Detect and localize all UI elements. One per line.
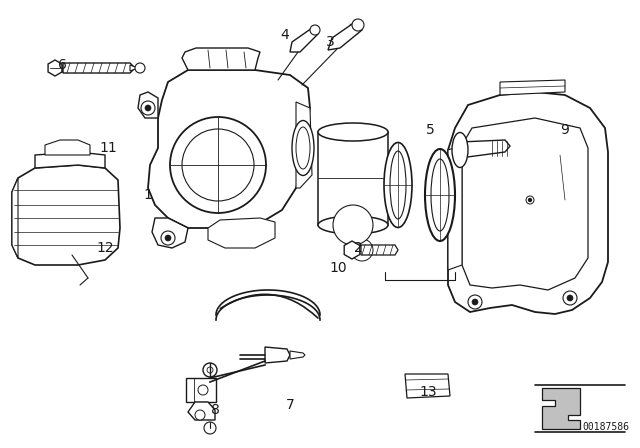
Polygon shape — [448, 145, 462, 270]
Polygon shape — [290, 28, 318, 52]
Polygon shape — [48, 60, 62, 76]
Polygon shape — [290, 351, 305, 359]
Polygon shape — [45, 140, 90, 155]
Circle shape — [472, 299, 478, 305]
Polygon shape — [130, 65, 138, 71]
Text: 13: 13 — [419, 385, 437, 399]
Circle shape — [563, 291, 577, 305]
Ellipse shape — [390, 151, 406, 219]
Text: 9: 9 — [561, 123, 570, 137]
Circle shape — [141, 101, 155, 115]
Circle shape — [145, 105, 151, 111]
Circle shape — [165, 235, 171, 241]
Polygon shape — [12, 178, 18, 258]
Polygon shape — [344, 241, 360, 259]
Polygon shape — [186, 378, 216, 402]
Circle shape — [333, 205, 373, 245]
Polygon shape — [148, 70, 310, 228]
Text: 7: 7 — [285, 398, 294, 412]
Circle shape — [195, 410, 205, 420]
Circle shape — [352, 19, 364, 31]
Polygon shape — [63, 63, 135, 73]
Text: 4: 4 — [280, 28, 289, 42]
Ellipse shape — [318, 216, 388, 234]
Text: 5: 5 — [426, 123, 435, 137]
Text: 6: 6 — [58, 58, 67, 72]
Ellipse shape — [296, 127, 310, 169]
Polygon shape — [361, 245, 398, 255]
Polygon shape — [12, 165, 120, 265]
Polygon shape — [500, 80, 565, 95]
Text: 2: 2 — [354, 241, 362, 255]
Circle shape — [135, 63, 145, 73]
Circle shape — [170, 117, 266, 213]
Text: 10: 10 — [329, 261, 347, 275]
Ellipse shape — [292, 121, 314, 176]
Circle shape — [161, 231, 175, 245]
Circle shape — [468, 295, 482, 309]
Text: 11: 11 — [99, 141, 117, 155]
Polygon shape — [138, 92, 158, 118]
Polygon shape — [448, 92, 608, 314]
Circle shape — [529, 198, 531, 202]
Polygon shape — [542, 388, 580, 429]
Text: 12: 12 — [96, 241, 114, 255]
Polygon shape — [462, 118, 588, 290]
Text: 3: 3 — [326, 35, 334, 49]
Polygon shape — [328, 22, 362, 50]
Circle shape — [182, 129, 254, 201]
Polygon shape — [182, 48, 260, 70]
Ellipse shape — [425, 149, 455, 241]
Circle shape — [526, 196, 534, 204]
Ellipse shape — [318, 123, 388, 141]
Polygon shape — [460, 140, 510, 158]
Polygon shape — [152, 218, 188, 248]
Ellipse shape — [452, 133, 468, 168]
Text: 8: 8 — [211, 403, 220, 417]
Text: 00187586: 00187586 — [582, 422, 629, 432]
Ellipse shape — [431, 159, 449, 231]
Polygon shape — [296, 102, 312, 188]
Circle shape — [310, 25, 320, 35]
Polygon shape — [188, 402, 215, 420]
Polygon shape — [35, 152, 105, 168]
Polygon shape — [265, 347, 290, 363]
Ellipse shape — [384, 142, 412, 228]
Polygon shape — [405, 374, 450, 398]
Polygon shape — [208, 218, 275, 248]
Circle shape — [198, 385, 208, 395]
Circle shape — [567, 295, 573, 301]
Polygon shape — [318, 132, 388, 225]
Text: 1: 1 — [143, 188, 152, 202]
